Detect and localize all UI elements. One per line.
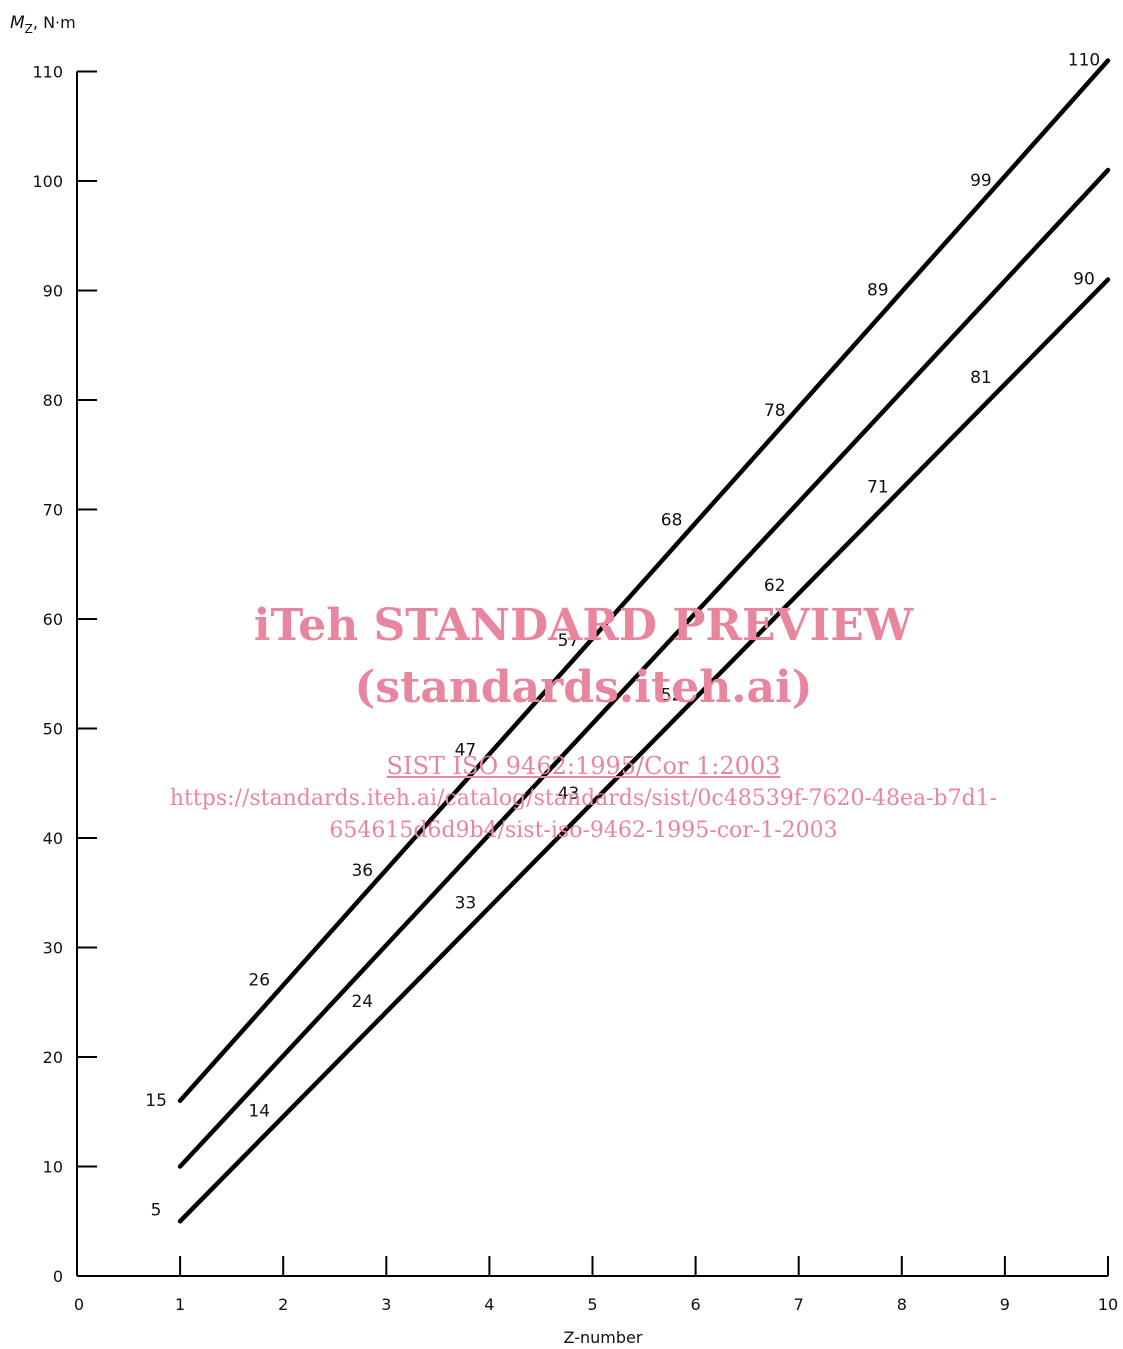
data-label: 5 xyxy=(151,1200,162,1220)
data-label: 24 xyxy=(351,992,373,1012)
data-label: 90 xyxy=(1073,270,1095,290)
x-tick-label: 5 xyxy=(587,1295,597,1314)
data-label: 81 xyxy=(970,368,992,388)
data-labels: 15 26 36 47 57 68 78 89 99 110 43 52 62 5 14 24 33 71 81 90 xyxy=(145,51,1100,1221)
data-label: 33 xyxy=(455,894,477,914)
data-label: 14 xyxy=(248,1102,270,1122)
x-tick-label: 3 xyxy=(381,1295,391,1314)
data-label: 71 xyxy=(867,478,889,498)
x-tick-label: 0 xyxy=(74,1295,84,1314)
watermark-title: iTeh STANDARD PREVIEW xyxy=(253,600,914,651)
series-layer xyxy=(177,58,1111,1224)
y-tick-label: 60 xyxy=(43,610,63,629)
x-axis-title: Z-number xyxy=(564,1328,643,1347)
watermark-code-link[interactable]: SIST ISO 9462:1995/Cor 1:2003 xyxy=(386,752,781,780)
data-label: 62 xyxy=(764,576,786,596)
x-tick-label: 8 xyxy=(897,1295,907,1314)
x-tick-label: 10 xyxy=(1098,1295,1118,1314)
y-tick-label: 30 xyxy=(43,939,63,958)
x-tick-label: 9 xyxy=(1000,1295,1010,1314)
data-label: 43 xyxy=(558,784,580,804)
data-label: 47 xyxy=(455,740,477,760)
watermark-subtitle: (standards.iteh.ai) xyxy=(354,662,813,713)
data-label: 99 xyxy=(970,171,992,191)
data-label: 15 xyxy=(145,1091,167,1111)
y-tick-label: 110 xyxy=(32,63,63,82)
y-axis-unit: , N·m xyxy=(33,13,76,32)
series-line-2 xyxy=(177,167,1111,1169)
y-axis-subscript: Z xyxy=(25,22,33,36)
y-tick-label: 100 xyxy=(32,172,63,191)
data-label: 89 xyxy=(867,280,889,300)
x-tick-label: 1 xyxy=(175,1295,185,1314)
watermark-url-line2[interactable]: 654615d6d9b4/sist-iso-9462-1995-cor-1-20… xyxy=(329,818,838,843)
data-label: 52 xyxy=(661,686,683,706)
x-tick-label: 6 xyxy=(691,1295,701,1314)
data-label: 110 xyxy=(1068,51,1100,71)
data-label: 26 xyxy=(248,970,270,990)
data-label: 78 xyxy=(764,401,786,421)
y-tick-label: 70 xyxy=(43,501,63,520)
y-tick-label: 40 xyxy=(43,829,63,848)
y-tick-label: 80 xyxy=(43,391,63,410)
y-axis-symbol: M xyxy=(10,13,25,33)
y-tick-label: 10 xyxy=(43,1158,63,1177)
y-tick-label: 20 xyxy=(43,1048,63,1067)
x-tick-label: 4 xyxy=(484,1295,494,1314)
data-label: 68 xyxy=(661,510,683,530)
watermark-url-line1[interactable]: https://standards.iteh.ai/catalog/standa… xyxy=(169,786,998,811)
series-line-3 xyxy=(177,277,1111,1224)
y-tick-label: 90 xyxy=(43,282,63,301)
y-tick-label: 0 xyxy=(53,1267,63,1286)
x-tick-label: 2 xyxy=(278,1295,288,1314)
x-tick-label: 7 xyxy=(794,1295,804,1314)
data-label: 36 xyxy=(351,861,373,881)
y-axis-title: MZ, N·m xyxy=(10,13,76,36)
y-tick-label: 50 xyxy=(43,720,63,739)
data-label: 57 xyxy=(558,631,580,651)
series-line-1 xyxy=(177,58,1111,1104)
